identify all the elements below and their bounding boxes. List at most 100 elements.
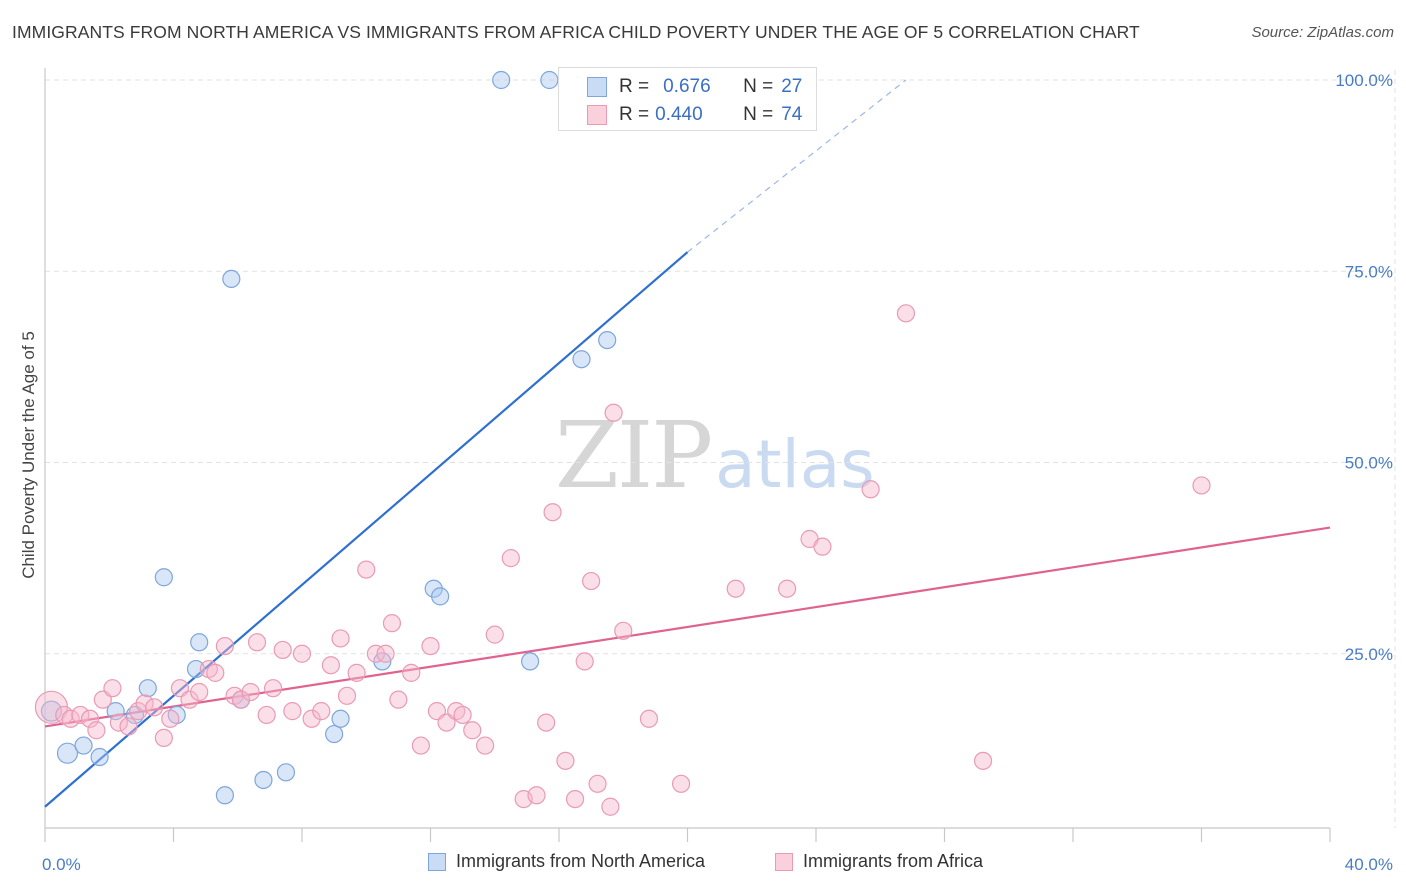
point-africa [241,682,260,702]
point-africa [588,774,607,793]
point-africa [135,694,154,713]
r-value-north-america: 0.676 [663,76,711,97]
point-africa [161,709,180,728]
point-north-america [598,331,617,350]
legend-swatch-north-america [428,852,446,871]
point-africa [453,705,472,725]
point-africa [813,537,832,556]
x-tick-label: 40.0% [1345,855,1393,874]
correlation-legend: R = 0.676 N = 27 R = 0.440 N = 74 [558,67,817,131]
point-africa [71,705,90,725]
point-africa [402,663,421,682]
point-africa [463,721,482,740]
point-africa [180,690,199,709]
n-label: N = [743,76,774,97]
point-north-america [254,770,273,790]
point-north-america [56,742,79,764]
data-points [34,70,1211,816]
point-africa [411,736,430,755]
trend-extension-north-america [687,79,907,253]
point-africa [614,621,633,640]
point-africa [190,682,209,702]
point-africa [389,690,408,709]
point-africa [376,644,395,663]
point-africa [257,705,276,725]
point-africa [61,709,80,728]
watermark: ZIPatlas [555,402,875,509]
chart-source: Source: ZipAtlas.com [1251,24,1394,41]
point-africa [1192,476,1211,495]
tick-labels: 25.0% 50.0% 75.0% 100.0% 0.0% 40.0% [42,71,1393,874]
y-tick-label: 75.0% [1345,262,1393,281]
point-africa [366,644,385,663]
point-africa [145,698,164,717]
point-north-america [106,702,125,721]
grid-lines [45,70,1396,828]
n-value-north-america: 27 [781,76,803,97]
point-north-america [540,70,559,90]
point-africa [604,403,623,422]
legend-item-africa[interactable]: Immigrants from Africa [775,851,983,872]
point-africa [103,679,122,698]
point-africa [109,713,128,732]
correlation-row-north-america: R = 0.676 N = 27 [559,72,802,102]
point-north-america [154,568,173,587]
axes [44,68,1331,842]
y-tick-label: 100.0% [1335,71,1393,90]
point-africa [312,702,331,721]
trend-line-north-america [44,251,689,808]
north-america-swatch [587,77,607,97]
point-africa [347,663,366,682]
watermark-zip: ZIP [555,402,713,509]
point-africa [231,690,251,709]
point-africa [321,656,341,675]
legend-swatch-africa [775,852,793,871]
point-africa [671,774,691,793]
point-africa [476,736,495,755]
point-africa [726,579,745,598]
point-africa [119,717,138,736]
point-africa [87,721,106,740]
africa-swatch [587,105,607,125]
point-north-america [74,736,93,755]
point-north-america [572,350,591,369]
point-africa [543,503,562,522]
point-africa [292,644,312,663]
legend-label-africa: Immigrants from Africa [803,851,984,871]
point-north-america [190,633,209,652]
point-africa [861,480,880,499]
point-africa [247,633,267,652]
point-africa [421,636,440,656]
point-north-america [215,786,234,805]
n-label: N = [743,104,774,125]
legend-item-north-america[interactable]: Immigrants from North America [428,851,705,872]
point-africa [80,709,100,728]
point-north-america [138,679,157,698]
point-north-america [186,659,206,679]
point-africa [601,797,620,816]
point-africa [331,629,350,648]
chart-title: IMMIGRANTS FROM NORTH AMERICA VS IMMIGRA… [12,22,1140,42]
point-africa [537,713,556,732]
x-tick-label: 0.0% [42,855,81,874]
point-africa [283,702,302,721]
point-africa [382,614,402,633]
point-north-america [325,724,344,744]
y-tick-label: 25.0% [1345,645,1393,664]
point-africa [582,571,601,591]
point-africa [896,304,916,323]
point-africa [263,679,283,698]
point-north-america [222,269,241,288]
point-africa [556,751,575,770]
point-africa [485,625,504,644]
point-africa [973,751,993,770]
legend-label-north-america: Immigrants from North America [456,851,706,871]
watermark-atlas: atlas [715,426,875,503]
r-label: R = [619,76,650,97]
point-africa [337,686,357,705]
point-africa [527,786,546,805]
r-value-africa: 0.440 [655,104,703,125]
series-legend: Immigrants from North America Immigrants… [0,851,1406,879]
point-north-america [90,747,109,767]
